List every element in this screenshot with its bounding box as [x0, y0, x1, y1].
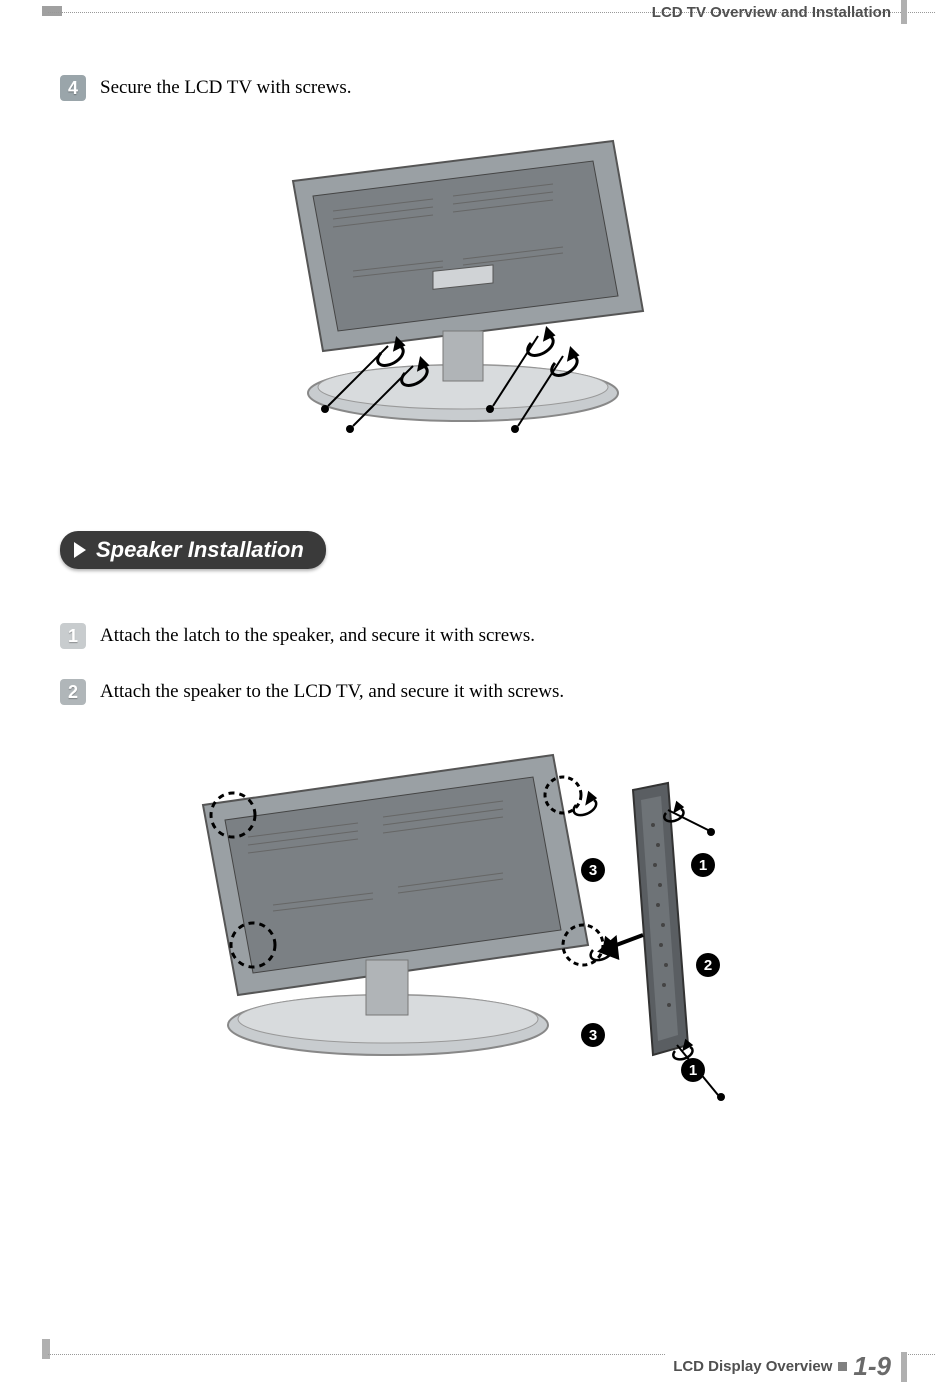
step-text: Attach the speaker to the LCD TV, and se…: [100, 679, 564, 705]
header-title: LCD TV Overview and Installation: [648, 4, 895, 21]
step-badge-4: 4: [60, 75, 86, 101]
tv-speaker-illustration: 3 1 2 3 1: [163, 735, 773, 1105]
step-text: Secure the LCD TV with screws.: [100, 75, 352, 101]
header-corner-mark: [42, 6, 62, 16]
step-row: 1 Attach the latch to the speaker, and s…: [60, 623, 875, 649]
step-row: 2 Attach the speaker to the LCD TV, and …: [60, 679, 875, 705]
section-title: Speaker Installation: [96, 537, 304, 563]
section-heading-pill: Speaker Installation: [60, 531, 326, 569]
callout-1: 1: [698, 857, 706, 874]
callout-1: 1: [688, 1062, 696, 1079]
arrow-right-icon: [74, 542, 86, 558]
step-badge-1: 1: [60, 623, 86, 649]
page-header: LCD TV Overview and Installation: [648, 0, 907, 24]
tv-rear-illustration: [233, 131, 703, 441]
footer-dotted-rule: LCD Display Overview 1-9: [48, 1354, 935, 1355]
callout-2: 2: [703, 957, 711, 974]
page-content: 4 Secure the LCD TV with screws.: [60, 75, 875, 1155]
figure-tv-screws: [60, 131, 875, 441]
callout-3: 3: [588, 862, 596, 879]
figure-speaker-attach: 3 1 2 3 1: [60, 735, 875, 1105]
step-text: Attach the latch to the speaker, and sec…: [100, 623, 535, 649]
header-bar-icon: [901, 0, 907, 24]
step-badge-2: 2: [60, 679, 86, 705]
callout-3: 3: [588, 1027, 596, 1044]
footer-corner-mark: [42, 1339, 50, 1359]
step-row: 4 Secure the LCD TV with screws.: [60, 75, 875, 101]
